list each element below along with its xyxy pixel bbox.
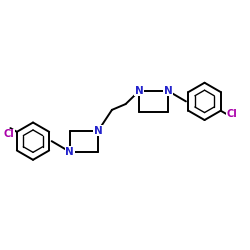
Text: N: N: [164, 86, 172, 96]
Text: N: N: [65, 147, 74, 157]
Text: Cl: Cl: [4, 129, 14, 139]
Text: N: N: [94, 126, 103, 136]
Text: N: N: [135, 86, 144, 96]
Text: Cl: Cl: [226, 110, 237, 120]
